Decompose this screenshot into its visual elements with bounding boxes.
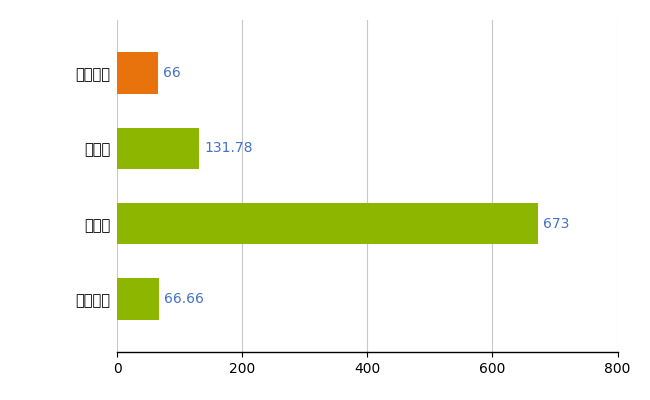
Text: 66.66: 66.66	[164, 292, 203, 306]
Bar	[117, 278, 159, 320]
Text: 131.78: 131.78	[205, 141, 253, 155]
Bar	[117, 52, 159, 94]
Bar	[117, 128, 200, 169]
Text: 66: 66	[163, 66, 181, 80]
Text: 673: 673	[543, 217, 569, 231]
Bar	[117, 203, 538, 244]
